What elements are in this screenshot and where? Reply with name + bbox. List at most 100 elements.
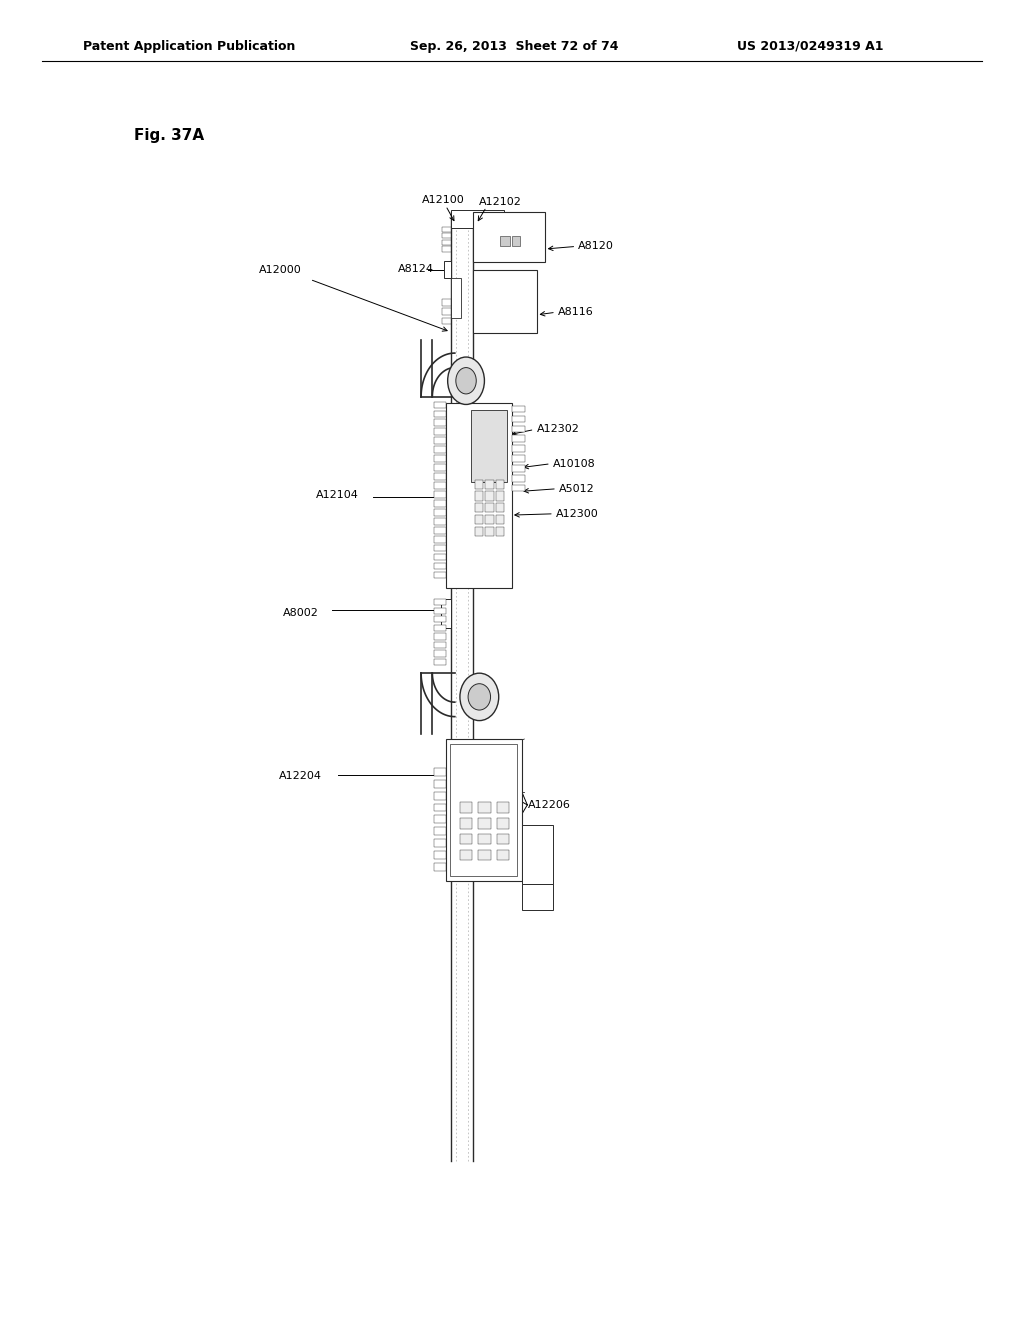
Bar (434, 659, 445, 665)
Bar (485, 527, 494, 536)
Bar (522, 884, 553, 911)
Bar (512, 405, 525, 412)
Bar (475, 479, 483, 488)
Bar (485, 503, 494, 512)
Bar (485, 515, 494, 524)
Bar (434, 536, 445, 543)
Bar (471, 409, 507, 482)
Bar (441, 300, 451, 306)
Bar (434, 851, 445, 859)
Bar (475, 491, 483, 500)
Bar (496, 503, 504, 512)
Bar (434, 616, 445, 623)
Bar (434, 473, 445, 479)
Bar (434, 545, 445, 552)
Bar (434, 840, 445, 847)
Bar (434, 804, 445, 812)
Bar (478, 818, 490, 829)
Bar (434, 482, 445, 488)
Bar (434, 517, 445, 524)
Ellipse shape (468, 684, 490, 710)
Bar (475, 503, 483, 512)
Bar (497, 803, 509, 813)
Text: Fig. 37A: Fig. 37A (134, 128, 204, 143)
Bar (441, 240, 451, 246)
Bar (434, 554, 445, 561)
Bar (434, 572, 445, 578)
Bar (497, 834, 509, 845)
Bar (450, 744, 517, 876)
Text: A12100: A12100 (422, 195, 465, 206)
Text: A12206: A12206 (528, 800, 571, 810)
Bar (522, 825, 553, 884)
Bar (451, 279, 461, 318)
Bar (440, 599, 451, 628)
Text: A12104: A12104 (316, 490, 358, 500)
Bar (443, 261, 451, 279)
Text: A8120: A8120 (579, 242, 614, 251)
Bar (434, 816, 445, 824)
Bar (434, 651, 445, 657)
Bar (460, 850, 472, 861)
Bar (434, 780, 445, 788)
Bar (473, 271, 537, 334)
Bar (475, 527, 483, 536)
Bar (441, 234, 451, 239)
Bar (496, 479, 504, 488)
Bar (434, 624, 445, 631)
Ellipse shape (456, 367, 476, 393)
Bar (434, 768, 445, 776)
Bar (496, 491, 504, 500)
Bar (512, 416, 525, 422)
Bar (434, 429, 445, 436)
Ellipse shape (460, 673, 499, 721)
Bar (434, 465, 445, 471)
Bar (441, 318, 451, 325)
Bar (434, 634, 445, 640)
Bar (512, 475, 525, 482)
Bar (434, 792, 445, 800)
Text: A12302: A12302 (537, 425, 580, 434)
Text: A8124: A8124 (397, 264, 433, 273)
Bar (434, 455, 445, 462)
Text: A12000: A12000 (259, 265, 301, 275)
Bar (512, 484, 525, 491)
Bar (434, 607, 445, 614)
Bar (441, 309, 451, 315)
Bar (434, 599, 445, 606)
Text: Patent Application Publication: Patent Application Publication (83, 40, 296, 53)
Bar (496, 515, 504, 524)
Bar (512, 436, 525, 442)
Bar (460, 803, 472, 813)
Text: Sep. 26, 2013  Sheet 72 of 74: Sep. 26, 2013 Sheet 72 of 74 (410, 40, 618, 53)
Bar (512, 445, 525, 451)
Bar (434, 491, 445, 498)
Bar (445, 739, 522, 882)
Bar (460, 818, 472, 829)
Bar (473, 213, 545, 263)
Bar (434, 446, 445, 453)
Bar (434, 510, 445, 516)
Bar (512, 455, 525, 462)
Bar (478, 834, 490, 845)
Bar (441, 247, 451, 252)
Bar (512, 236, 520, 247)
Text: A12102: A12102 (479, 197, 522, 207)
Bar (478, 803, 490, 813)
Text: A8002: A8002 (284, 607, 319, 618)
Text: A8116: A8116 (558, 308, 594, 317)
Text: A12204: A12204 (280, 771, 323, 781)
Bar (434, 411, 445, 417)
Text: A5012: A5012 (559, 483, 595, 494)
Bar (434, 562, 445, 569)
Bar (434, 828, 445, 836)
Bar (434, 500, 445, 507)
Ellipse shape (447, 356, 484, 404)
Bar (441, 227, 451, 232)
Bar (512, 425, 525, 432)
Bar (451, 210, 504, 228)
Bar (445, 403, 512, 587)
Bar (434, 420, 445, 426)
Bar (500, 236, 510, 247)
Text: US 2013/0249319 A1: US 2013/0249319 A1 (736, 40, 883, 53)
